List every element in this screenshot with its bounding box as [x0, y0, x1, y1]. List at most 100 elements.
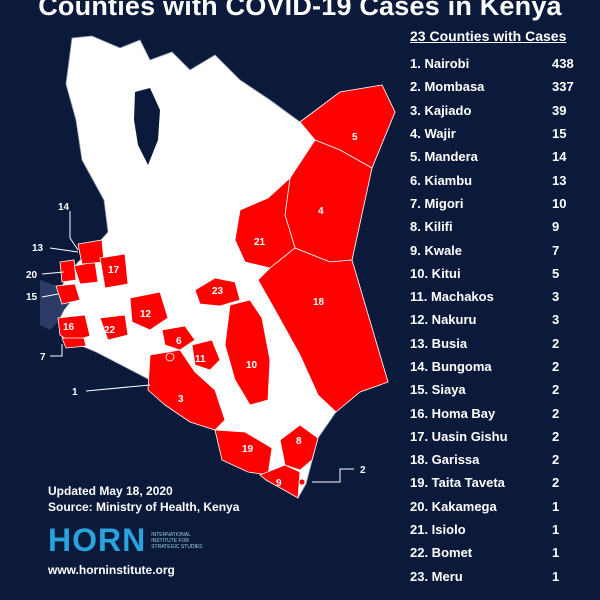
county-name: 3. Kajiado — [410, 102, 472, 118]
lake-turkana — [134, 88, 160, 165]
case-count: 2 — [552, 428, 560, 444]
case-count: 337 — [552, 79, 574, 95]
county-name: 11. Machakos — [410, 289, 494, 305]
source-line: Source: Ministry of Health, Kenya — [48, 500, 240, 514]
case-count: 39 — [552, 102, 567, 118]
county-machakos — [191, 339, 221, 371]
county-nakuru — [129, 291, 169, 331]
map-title: Counties with COVID-19 Cases in Kenya — [38, 0, 562, 21]
county-busia — [59, 259, 77, 283]
map-label-18: 18 — [313, 297, 325, 308]
list-item: 21. Isiolo 1 — [410, 518, 590, 541]
map-label-23: 23 — [212, 286, 224, 297]
case-count: 3 — [552, 289, 560, 305]
county-name: 23. Meru — [410, 568, 463, 584]
website-url: www.horninstitute.org — [48, 563, 175, 577]
case-count: 14 — [552, 149, 567, 165]
logo-subtitle: International Institute for Strategic St… — [151, 531, 203, 550]
county-name: 2. Mombasa — [410, 79, 485, 95]
case-count: 2 — [552, 452, 560, 468]
county-name: 19. Taita Taveta — [410, 475, 505, 491]
map-label-13: 13 — [32, 243, 44, 254]
list-item: 16. Homa Bay 2 — [410, 401, 590, 424]
county-name: 21. Isiolo — [410, 522, 466, 538]
county-meru — [194, 277, 241, 307]
list-item: 2. Mombasa 337 — [410, 75, 590, 98]
map-label-3: 3 — [178, 394, 184, 405]
county-mombasa — [298, 478, 306, 486]
case-count: 438 — [552, 56, 574, 72]
list-item: 1. Nairobi 438 — [410, 52, 590, 75]
map-label-12: 12 — [140, 309, 152, 320]
map-label-20: 20 — [26, 270, 38, 281]
list-item: 4. Wajir 15 — [410, 122, 590, 145]
list-item: 12. Nakuru 3 — [410, 308, 590, 331]
county-siaya — [55, 283, 81, 305]
map-label-21: 21 — [254, 237, 266, 248]
list-item: 13. Busia 2 — [410, 332, 590, 355]
county-name: 18. Garissa — [410, 452, 480, 468]
county-nairobi — [165, 352, 175, 362]
county-case-list: 23 Counties with Cases 1. Nairobi 438 2. M… — [410, 28, 590, 588]
case-count: 2 — [552, 475, 560, 491]
county-migori — [61, 337, 87, 349]
county-name: 8. Kilifi — [410, 219, 453, 235]
map-label-16: 16 — [63, 322, 75, 333]
case-count: 2 — [552, 382, 560, 398]
list-item: 20. Kakamega 1 — [410, 495, 590, 518]
list-item: 7. Migori 10 — [410, 192, 590, 215]
list-item: 8. Kilifi 9 — [410, 215, 590, 238]
map-label-5: 5 — [352, 132, 358, 143]
county-name: 15. Siaya — [410, 382, 466, 398]
logo-wordmark: HORN — [48, 522, 147, 558]
case-count: 2 — [552, 335, 560, 351]
county-name: 9. Kwale — [410, 242, 463, 258]
county-uasin-gishu — [99, 253, 129, 289]
case-count: 5 — [552, 265, 560, 281]
map-label-4: 4 — [318, 206, 324, 217]
county-name: 12. Nakuru — [410, 312, 477, 328]
list-item: 19. Taita Taveta 2 — [410, 471, 590, 494]
list-item: 11. Machakos 3 — [410, 285, 590, 308]
county-name: 10. Kitui — [410, 265, 461, 281]
case-count: 15 — [552, 126, 567, 142]
list-item: 6. Kiambu 13 — [410, 168, 590, 191]
list-item: 23. Meru 1 — [410, 565, 590, 588]
map-label-7: 7 — [40, 352, 46, 363]
county-name: 13. Busia — [410, 335, 468, 351]
list-item: 9. Kwale 7 — [410, 238, 590, 261]
county-kwale — [259, 464, 301, 499]
case-count: 10 — [552, 195, 567, 211]
map-label-8: 8 — [296, 436, 302, 447]
case-count: 1 — [552, 545, 560, 561]
map-label-6: 6 — [176, 336, 182, 347]
county-name: 17. Uasin Gishu — [410, 428, 508, 444]
map-label-17: 17 — [108, 265, 120, 276]
callout-lines — [41, 211, 354, 483]
list-item: 17. Uasin Gishu 2 — [410, 425, 590, 448]
map-label-10: 10 — [246, 360, 258, 371]
county-name: 16. Homa Bay — [410, 405, 496, 421]
county-name: 1. Nairobi — [410, 56, 470, 72]
map-label-2: 2 — [360, 465, 366, 476]
case-count: 7 — [552, 242, 560, 258]
county-name: 14. Bungoma — [410, 359, 492, 374]
county-name: 20. Kakamega — [410, 498, 497, 514]
map-label-15: 15 — [26, 292, 38, 303]
map-label-9: 9 — [276, 478, 282, 489]
case-count: 13 — [552, 172, 567, 188]
updated-date: Updated May 18, 2020 — [48, 484, 173, 498]
map-label-22: 22 — [104, 325, 116, 336]
county-kiambu — [161, 325, 196, 351]
county-name: 5. Mandera — [410, 149, 478, 165]
list-item: 15. Siaya 2 — [410, 378, 590, 401]
county-kajiado — [147, 349, 226, 431]
map-label-1: 1 — [72, 387, 78, 398]
map-label-11: 11 — [195, 354, 206, 365]
list-item: 3. Kajiado 39 — [410, 99, 590, 122]
case-count: 1 — [552, 568, 560, 584]
county-name: 7. Migori — [410, 195, 464, 211]
case-count: 2 — [552, 359, 560, 374]
list-item: 5. Mandera 14 — [410, 145, 590, 168]
